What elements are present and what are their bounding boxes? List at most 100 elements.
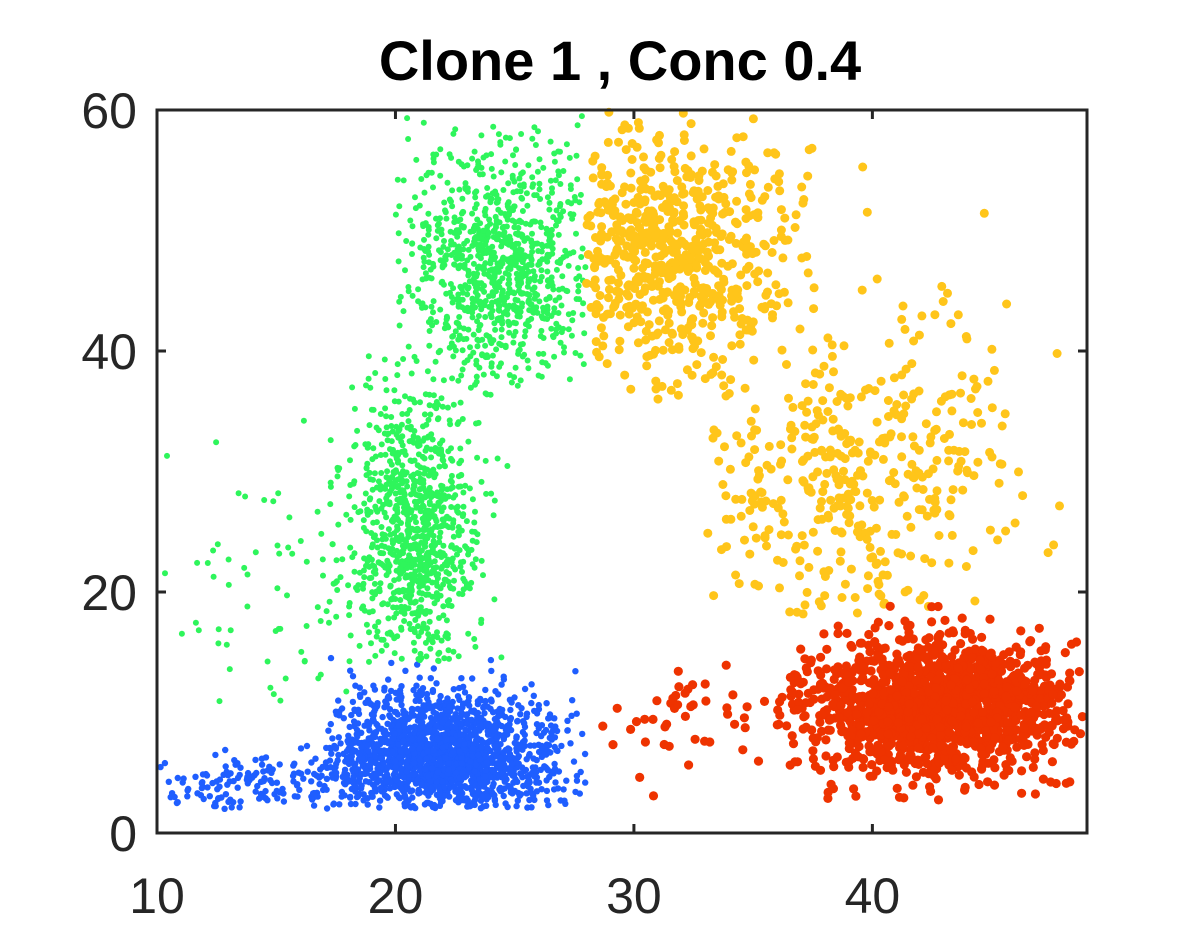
data-point xyxy=(343,754,351,762)
data-point xyxy=(585,211,595,220)
data-point xyxy=(419,590,426,597)
data-point xyxy=(458,559,464,566)
data-point xyxy=(484,185,491,191)
data-point xyxy=(489,783,496,790)
data-point xyxy=(536,258,543,265)
data-point xyxy=(629,198,639,207)
data-point xyxy=(469,753,476,760)
data-point xyxy=(475,419,482,426)
data-point xyxy=(939,434,949,443)
data-point xyxy=(446,655,452,662)
data-point xyxy=(433,235,440,242)
data-point xyxy=(433,722,440,729)
data-point xyxy=(491,797,499,804)
data-point xyxy=(783,475,793,485)
data-point xyxy=(883,396,893,405)
data-point xyxy=(448,778,456,786)
data-point xyxy=(413,682,420,689)
data-point xyxy=(403,478,410,485)
data-point xyxy=(341,780,348,788)
data-point xyxy=(365,375,372,382)
data-point xyxy=(510,319,517,326)
data-point xyxy=(459,195,466,202)
data-point xyxy=(378,636,385,643)
data-point xyxy=(465,326,472,333)
data-point xyxy=(488,490,495,497)
data-point xyxy=(798,609,808,619)
data-point xyxy=(312,755,319,762)
data-point xyxy=(687,320,697,330)
data-point xyxy=(872,417,882,427)
data-point xyxy=(467,758,474,765)
data-point xyxy=(638,228,648,238)
data-point xyxy=(745,549,755,559)
data-point xyxy=(213,439,220,446)
data-point xyxy=(393,431,400,438)
data-point xyxy=(481,270,488,277)
data-point xyxy=(439,744,447,751)
data-point xyxy=(414,441,421,448)
data-point xyxy=(442,209,449,216)
data-point xyxy=(629,263,639,273)
data-point xyxy=(423,653,430,660)
data-point xyxy=(499,275,506,282)
data-point xyxy=(529,286,536,293)
data-point xyxy=(372,623,378,630)
data-point xyxy=(556,294,563,301)
data-point xyxy=(431,801,438,809)
data-point xyxy=(416,745,423,752)
data-point xyxy=(475,337,482,344)
data-point xyxy=(506,280,513,287)
data-point xyxy=(440,603,447,610)
data-point xyxy=(437,347,444,354)
data-point xyxy=(938,297,948,306)
data-point xyxy=(411,629,418,636)
data-point xyxy=(754,266,764,276)
data-point xyxy=(570,249,577,256)
data-point xyxy=(358,782,365,790)
data-point xyxy=(500,187,507,193)
data-point xyxy=(412,598,419,605)
data-point xyxy=(518,194,525,201)
data-point xyxy=(827,351,837,361)
data-point xyxy=(361,770,369,777)
data-point xyxy=(355,582,362,589)
data-point xyxy=(303,623,310,629)
data-point xyxy=(412,205,419,212)
data-point xyxy=(809,304,819,314)
data-point xyxy=(333,613,340,620)
data-point xyxy=(449,375,456,382)
data-point xyxy=(430,151,437,158)
data-point xyxy=(555,310,562,316)
data-point xyxy=(508,289,515,296)
data-point xyxy=(1000,409,1010,419)
data-point xyxy=(540,350,547,357)
data-point xyxy=(442,754,449,762)
data-point xyxy=(764,441,774,451)
data-point xyxy=(837,493,847,503)
data-point xyxy=(445,647,452,654)
data-point xyxy=(452,328,459,335)
data-point xyxy=(907,394,917,404)
chart-title: Clone 1 , Conc 0.4 xyxy=(379,29,861,92)
data-point xyxy=(846,495,856,505)
data-point xyxy=(408,458,415,465)
data-point xyxy=(535,725,542,732)
data-point xyxy=(362,490,369,497)
data-point xyxy=(343,688,350,695)
data-point xyxy=(549,185,555,192)
data-point xyxy=(460,683,467,690)
data-point xyxy=(783,298,793,308)
data-point xyxy=(573,152,580,159)
data-point xyxy=(371,563,378,570)
data-point xyxy=(459,366,466,373)
data-point xyxy=(460,246,467,253)
data-point xyxy=(555,218,562,225)
data-point xyxy=(432,358,439,365)
data-point xyxy=(919,591,929,600)
data-point xyxy=(577,768,584,776)
data-point xyxy=(416,789,424,796)
data-point xyxy=(667,272,677,282)
data-point xyxy=(378,647,385,654)
data-point xyxy=(543,230,550,237)
